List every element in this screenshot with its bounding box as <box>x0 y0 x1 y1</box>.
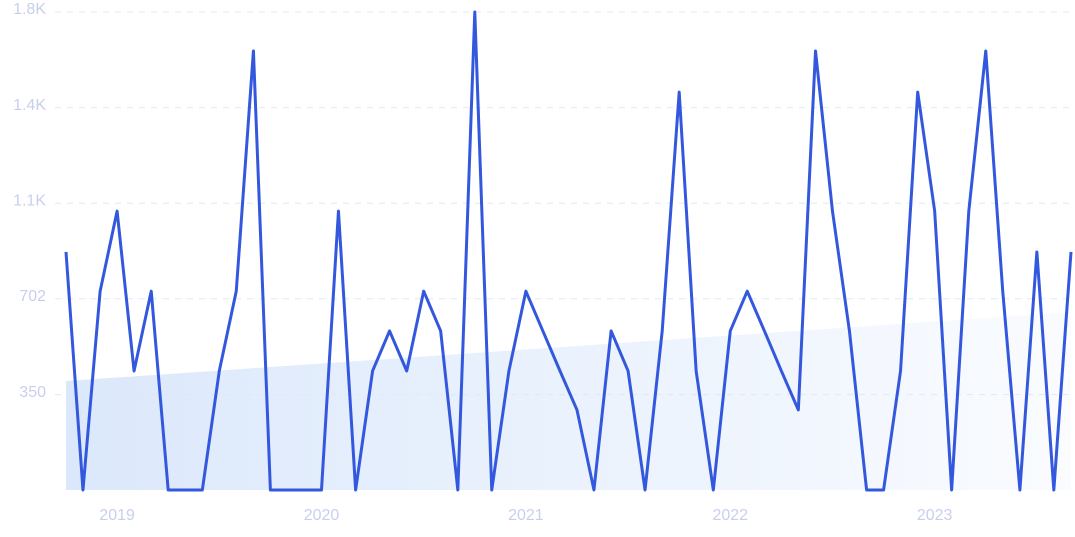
y-tick-label: 702 <box>19 288 46 305</box>
x-tick-label: 2021 <box>508 507 544 524</box>
y-tick-label: 350 <box>19 384 46 401</box>
y-tick-label: 1.1K <box>13 192 46 209</box>
y-tick-label: 1.4K <box>13 97 46 114</box>
y-tick-label: 1.8K <box>13 1 46 18</box>
x-tick-label: 2022 <box>712 507 748 524</box>
x-tick-label: 2020 <box>304 507 340 524</box>
x-tick-label: 2023 <box>917 507 953 524</box>
data-line <box>64 10 1073 492</box>
trend-area <box>66 312 1071 490</box>
x-tick-label: 2019 <box>99 507 135 524</box>
